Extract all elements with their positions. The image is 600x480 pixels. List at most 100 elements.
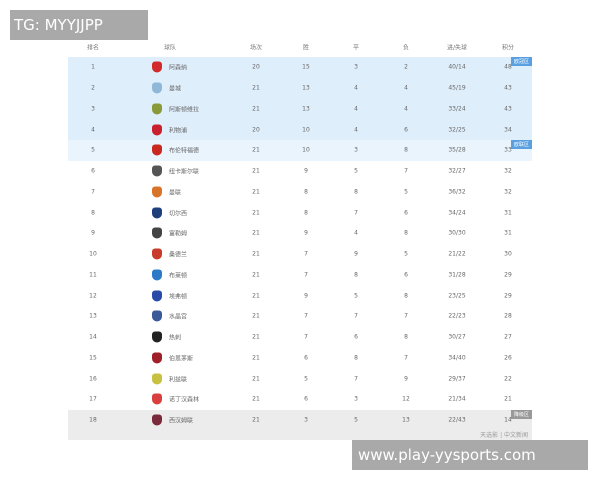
cell-rank: 6 (91, 167, 95, 175)
table-row[interactable]: 8 21 8 7 6 34/24 31 切尔西 (68, 202, 532, 223)
team-name[interactable]: 布莱顿 (169, 272, 188, 280)
cell-rank: 3 (91, 105, 95, 113)
team-crest-icon (152, 331, 162, 343)
table-row[interactable]: 13 21 7 7 7 22/23 28 水晶宫 (68, 306, 532, 327)
table-row[interactable]: 11 21 7 8 6 31/28 29 布莱顿 (68, 265, 532, 286)
cell-w: 7 (304, 271, 308, 279)
cell-p: 20 (252, 63, 260, 71)
cell-w: 9 (304, 292, 308, 300)
team-name[interactable]: 利物浦 (169, 127, 188, 135)
team-crest-icon (152, 248, 162, 260)
header-lost: 负 (402, 44, 410, 52)
table-header: 排名 球队 场次 胜 平 负 进/失球 积分 (68, 37, 532, 57)
team-crest-icon (152, 186, 162, 198)
cell-d: 3 (354, 146, 358, 154)
cell-d: 6 (354, 333, 358, 341)
table-row[interactable]: 12 21 9 5 8 23/25 29 埃弗顿 (68, 285, 532, 306)
cell-d: 4 (354, 105, 358, 113)
table-row[interactable]: 15 21 6 8 7 34/40 26 伯恩茅斯 (68, 348, 532, 369)
team-name[interactable]: 阿斯顿维拉 (169, 106, 200, 114)
cell-g: 22/23 (448, 312, 466, 320)
cell-pts: 26 (504, 354, 512, 362)
team-name[interactable]: 切尔西 (169, 210, 188, 218)
cell-l: 7 (404, 312, 408, 320)
team-name[interactable]: 伯恩茅斯 (169, 355, 194, 363)
table-row[interactable]: 16 21 5 7 9 29/37 22 利兹联 (68, 368, 532, 389)
cell-l: 8 (404, 292, 408, 300)
team-crest-icon (152, 124, 162, 136)
table-row[interactable]: 5 21 10 3 8 35/28 33 布伦特福德 欧联区 (68, 140, 532, 161)
team-crest-icon (152, 82, 162, 94)
cell-g: 32/27 (448, 167, 466, 175)
team-name[interactable]: 曼联 (169, 189, 182, 197)
cell-rank: 7 (91, 188, 95, 196)
cell-l: 7 (404, 354, 408, 362)
team-crest-icon (152, 144, 162, 156)
team-name[interactable]: 热刺 (169, 334, 182, 342)
cell-g: 34/40 (448, 354, 466, 362)
team-crest-icon (152, 269, 162, 281)
cell-rank: 16 (89, 375, 97, 383)
table-row[interactable]: 10 21 7 9 5 21/22 30 桑德兰 (68, 244, 532, 265)
cell-w: 9 (304, 229, 308, 237)
team-name[interactable]: 埃弗顿 (169, 293, 188, 301)
header-rank: 排名 (86, 44, 100, 52)
cell-rank: 10 (89, 250, 97, 258)
team-name[interactable]: 诺丁汉森林 (169, 396, 200, 404)
table-row[interactable]: 4 20 10 4 6 32/25 34 利物浦 (68, 119, 532, 140)
team-name[interactable]: 阿森纳 (169, 64, 188, 72)
table-row[interactable]: 1 20 15 3 2 40/14 48 阿森纳 欧冠区 (68, 57, 532, 78)
team-crest-icon (152, 61, 162, 73)
header-goals: 进/失球 (446, 44, 468, 52)
table-row[interactable]: 3 21 13 4 4 33/24 43 阿斯顿维拉 (68, 98, 532, 120)
header-points: 积分 (501, 44, 515, 52)
table-row[interactable]: 7 21 8 8 5 36/32 32 曼联 (68, 182, 532, 203)
team-crest-icon (152, 227, 162, 239)
cell-w: 8 (304, 209, 308, 217)
table-row[interactable]: 17 21 6 3 12 21/34 21 诺丁汉森林 (68, 389, 532, 410)
cell-l: 7 (404, 167, 408, 175)
cell-g: 31/28 (448, 271, 466, 279)
cell-w: 7 (304, 250, 308, 258)
table-body: 1 20 15 3 2 40/14 48 阿森纳 欧冠区 2 21 13 4 4 45/19 43 曼城 3 21 1… (68, 57, 532, 431)
team-crest-icon (152, 207, 162, 219)
team-name[interactable]: 布伦特福德 (169, 147, 200, 155)
team-name[interactable]: 西汉姆联 (169, 417, 194, 425)
cell-l: 9 (404, 375, 408, 383)
cell-l: 5 (404, 188, 408, 196)
cell-p: 21 (252, 292, 260, 300)
watermark-bottom: www.play-yysports.com (352, 440, 588, 470)
cell-p: 21 (252, 105, 260, 113)
cell-rank: 11 (89, 271, 97, 279)
table-row[interactable]: 2 21 13 4 4 45/19 43 曼城 (68, 77, 532, 99)
table-row[interactable]: 18 21 3 5 13 22/43 14 西汉姆联 降级区 (68, 409, 532, 431)
cell-d: 4 (354, 84, 358, 92)
cell-pts: 29 (504, 292, 512, 300)
team-crest-icon (152, 373, 162, 385)
table-row[interactable]: 14 21 7 6 8 30/27 27 热刺 (68, 327, 532, 348)
cell-g: 35/28 (448, 146, 466, 154)
team-name[interactable]: 曼城 (169, 85, 182, 93)
table-row[interactable]: 9 21 9 4 8 30/30 31 富勒姆 (68, 223, 532, 244)
cell-rank: 13 (89, 312, 97, 320)
cell-pts: 43 (504, 84, 512, 92)
cell-pts: 32 (504, 188, 512, 196)
cell-pts: 31 (504, 209, 512, 217)
cell-rank: 5 (91, 146, 95, 154)
cell-rank: 15 (89, 354, 97, 362)
cell-l: 6 (404, 126, 408, 134)
cell-d: 7 (354, 312, 358, 320)
zone-badge-uel: 欧联区 (510, 140, 532, 149)
team-name[interactable]: 富勒姆 (169, 230, 188, 238)
team-name[interactable]: 利兹联 (169, 376, 188, 384)
table-row[interactable]: 6 21 9 5 7 32/27 32 纽卡斯尔联 (68, 161, 532, 182)
cell-g: 21/22 (448, 250, 466, 258)
team-name[interactable]: 水晶宫 (169, 313, 188, 321)
team-name[interactable]: 桑德兰 (169, 251, 188, 259)
table-row-partial (68, 431, 532, 440)
team-name[interactable]: 纽卡斯尔联 (169, 168, 200, 176)
cell-p: 20 (252, 126, 260, 134)
zone-badge-ucl: 欧冠区 (510, 57, 532, 66)
cell-w: 7 (304, 312, 308, 320)
cell-g: 32/25 (448, 126, 466, 134)
